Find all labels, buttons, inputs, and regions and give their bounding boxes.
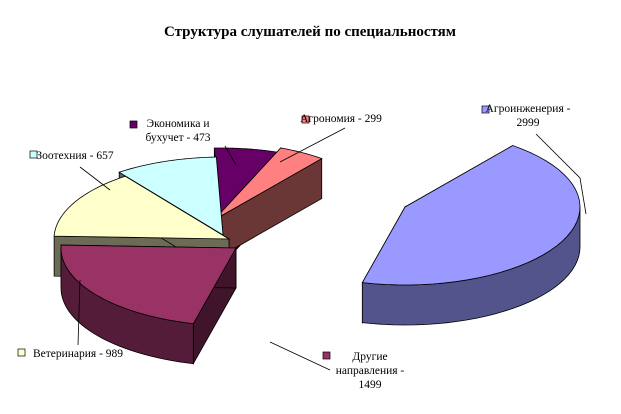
- data-label-2: Ветеринария - 989: [17, 279, 123, 360]
- slice-label-text: Зоотехния - 657: [36, 150, 114, 162]
- leader-line: [535, 133, 587, 215]
- slice-label-text: Экономика и бухучет - 473: [146, 118, 211, 144]
- labels-layer: Агроинженерия -2999 Другие направления -14…: [17, 103, 587, 391]
- slice-top-face: [53, 175, 231, 240]
- legend-key: [17, 348, 26, 357]
- legend-key: [322, 351, 331, 360]
- slice-top-face: [213, 147, 323, 221]
- slice-top-face: [118, 156, 224, 236]
- slice-label-text: Ветеринария - 989: [33, 348, 123, 360]
- data-label-4: Экономика и бухучет - 473: [129, 118, 237, 166]
- data-label-3: Зоотехния - 657: [29, 150, 114, 191]
- legend-key: [301, 115, 310, 124]
- chart-title: Структура слушателей по специальностям: [164, 24, 456, 40]
- slice-label-text: Другие направления -1499: [336, 351, 405, 391]
- data-label-5: Агрономия - 299: [279, 113, 382, 163]
- slice-label-text: Агрономия - 299: [300, 113, 382, 125]
- pie-slice-1: [60, 244, 237, 366]
- data-label-1: Другие направления -1499: [269, 341, 405, 391]
- legend-key: [129, 120, 138, 129]
- leader-line: [224, 145, 237, 166]
- slice-top-face: [60, 244, 237, 325]
- pie-slice-0: [361, 144, 581, 326]
- slice-top-face: [361, 145, 581, 286]
- legend-key: [29, 150, 38, 159]
- leader-line: [77, 279, 81, 346]
- slices-layer: [53, 144, 581, 366]
- data-label-0: Агроинженерия -2999: [481, 103, 587, 215]
- slice-label-text: Агроинженерия -2999: [486, 103, 571, 129]
- legend-key: [481, 105, 490, 114]
- leader-line: [79, 166, 111, 191]
- leader-line: [269, 341, 331, 371]
- leader-line: [279, 127, 346, 163]
